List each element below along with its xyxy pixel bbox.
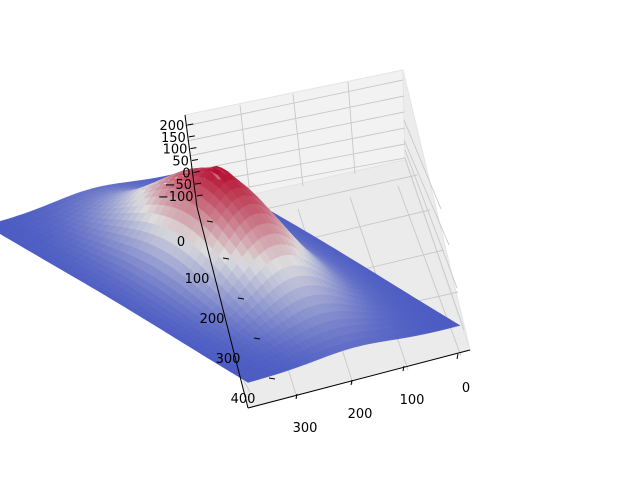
z-tick-label: 100 — [163, 143, 188, 158]
gridline — [188, 111, 405, 157]
z-tick-mark — [187, 123, 194, 126]
z-tick-mark — [194, 182, 202, 185]
gridline — [239, 104, 251, 196]
x-tick-label: 300 — [293, 421, 318, 436]
z-tick-mark — [196, 194, 203, 197]
gridline — [403, 119, 442, 210]
gridline — [404, 149, 458, 289]
x-axis-line — [247, 349, 471, 409]
y-tick-label: 400 — [231, 392, 256, 407]
axes — [184, 114, 471, 409]
z-tick-mark — [191, 159, 199, 161]
y-tick-label: 200 — [200, 312, 225, 327]
z-tick-label: −50 — [165, 178, 192, 193]
y-axis-line — [196, 206, 249, 409]
y-tick-mark — [268, 377, 276, 380]
x-axis-ticks: 0 100 200 300 — [293, 353, 470, 436]
gridline — [347, 81, 356, 175]
z-tick-label: 50 — [172, 155, 189, 170]
gridline — [404, 157, 465, 331]
x-tick-label: 100 — [400, 393, 425, 408]
surface-facet — [447, 321, 461, 328]
z-tick-label: 200 — [159, 119, 184, 134]
y-axis-ticks: 0 100 200 300 400 — [177, 220, 276, 407]
y-tick-label: 0 — [177, 235, 185, 250]
surface-facet — [228, 171, 241, 183]
y-tick-mark — [206, 220, 214, 223]
z-tick-label: 150 — [161, 131, 186, 146]
y-tick-label: 300 — [216, 352, 241, 367]
y-tick-mark — [253, 337, 261, 340]
x-tick-mark — [402, 365, 405, 372]
x-tick-mark — [456, 353, 459, 360]
gridline — [243, 380, 251, 393]
y-tick-mark — [222, 257, 230, 260]
z-tick-label: 0 — [182, 166, 190, 181]
z-tick-mark — [193, 170, 200, 173]
y-tick-label: 100 — [185, 272, 210, 287]
x-tick-label: 0 — [462, 381, 470, 396]
y-tick-mark — [237, 297, 245, 300]
gridline — [292, 93, 304, 187]
x-tick-mark — [295, 393, 298, 400]
surface-mesh — [0, 165, 461, 383]
x-tick-mark — [350, 379, 353, 386]
z-axis-line — [184, 114, 198, 208]
z-tick-mark — [190, 147, 197, 150]
z-tick-mark — [188, 135, 195, 138]
gridline — [190, 127, 406, 172]
gridline — [403, 139, 450, 246]
z-tick-label: −100 — [158, 190, 194, 205]
surface-facet — [216, 166, 229, 173]
x-tick-label: 200 — [348, 407, 373, 422]
